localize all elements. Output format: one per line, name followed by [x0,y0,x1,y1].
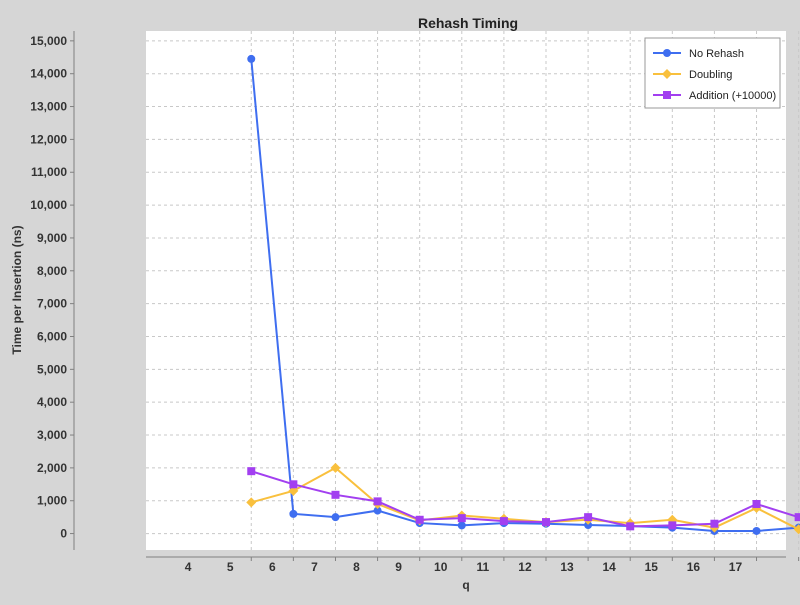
y-tick-label: 9,000 [37,231,67,245]
legend-entry: Addition (+10000) [689,90,776,102]
data-point-no-rehash [752,526,761,535]
data-point-no-rehash [457,521,466,530]
data-point-no-rehash [331,513,340,522]
series-line-doubling [250,466,800,531]
data-point-no-rehash [584,521,593,530]
data-point-addition-10000 [415,515,424,524]
y-tick-label: 14,000 [30,67,67,81]
y-tick-label: 10,000 [30,198,67,212]
data-point-doubling [330,462,341,473]
data-point-addition-10000 [542,518,550,527]
series-line-no-rehash [250,58,799,532]
y-tick-label: 5,000 [37,362,67,376]
y-tick-label: 13,000 [30,100,67,114]
y-tick-label: 11,000 [31,165,67,179]
data-point-addition-10000 [584,513,593,522]
x-tick-label: 4 [185,560,192,574]
data-point-addition-10000 [499,517,508,526]
y-tick-label: 0 [60,527,67,541]
data-point-addition-10000 [457,514,466,523]
legend-marker [663,49,671,57]
x-tick-label: 13 [560,560,574,574]
x-tick-label: 5 [227,560,234,574]
x-tick-label: 16 [687,560,701,574]
x-tick-label: 6 [269,560,276,574]
y-axis-label: Time per Insertion (ns) [10,225,24,354]
data-point-addition-10000 [331,490,340,499]
data-point-doubling [793,524,800,535]
x-tick-label: 11 [476,560,489,574]
x-tick-label: 17 [729,560,743,574]
legend-entry: No Rehash [689,48,744,60]
x-tick-label: 14 [602,560,616,574]
x-tick-label: 7 [311,560,318,574]
y-tick-label: 1,000 [37,494,67,508]
x-tick-label: 10 [434,560,448,574]
y-tick-label: 12,000 [30,132,67,146]
series-line-addition-10000 [250,470,799,528]
data-point-addition-10000 [626,522,635,531]
data-point-doubling [288,485,299,496]
legend-entry: Doubling [689,69,732,81]
data-point-addition-10000 [710,519,719,528]
data-point-no-rehash [289,509,298,518]
y-tick-label: 2,000 [37,461,67,475]
y-tick-label: 7,000 [37,297,67,311]
x-axis-label: q [462,578,469,592]
y-tick-label: 8,000 [37,264,67,278]
data-point-addition-10000 [247,467,256,476]
chart-title: Rehash Timing [418,15,518,31]
x-tick-label: 15 [645,560,659,574]
legend-marker [662,69,672,79]
y-tick-label: 6,000 [37,329,67,343]
legend-marker [663,91,671,99]
plot-area [146,31,786,550]
data-point-addition-10000 [289,480,298,489]
y-tick-label: 15,000 [30,34,67,48]
data-point-no-rehash [373,506,382,515]
data-point-addition-10000 [752,500,761,509]
data-point-no-rehash [247,54,256,63]
x-tick-label: 9 [395,560,402,574]
y-tick-label: 3,000 [37,428,67,442]
data-point-addition-10000 [668,521,677,530]
x-tick-label: 12 [518,560,532,574]
y-tick-label: 4,000 [37,395,67,409]
data-point-addition-10000 [794,513,800,522]
data-point-doubling [246,497,257,508]
x-tick-label: 8 [353,560,360,574]
data-point-addition-10000 [373,497,382,506]
